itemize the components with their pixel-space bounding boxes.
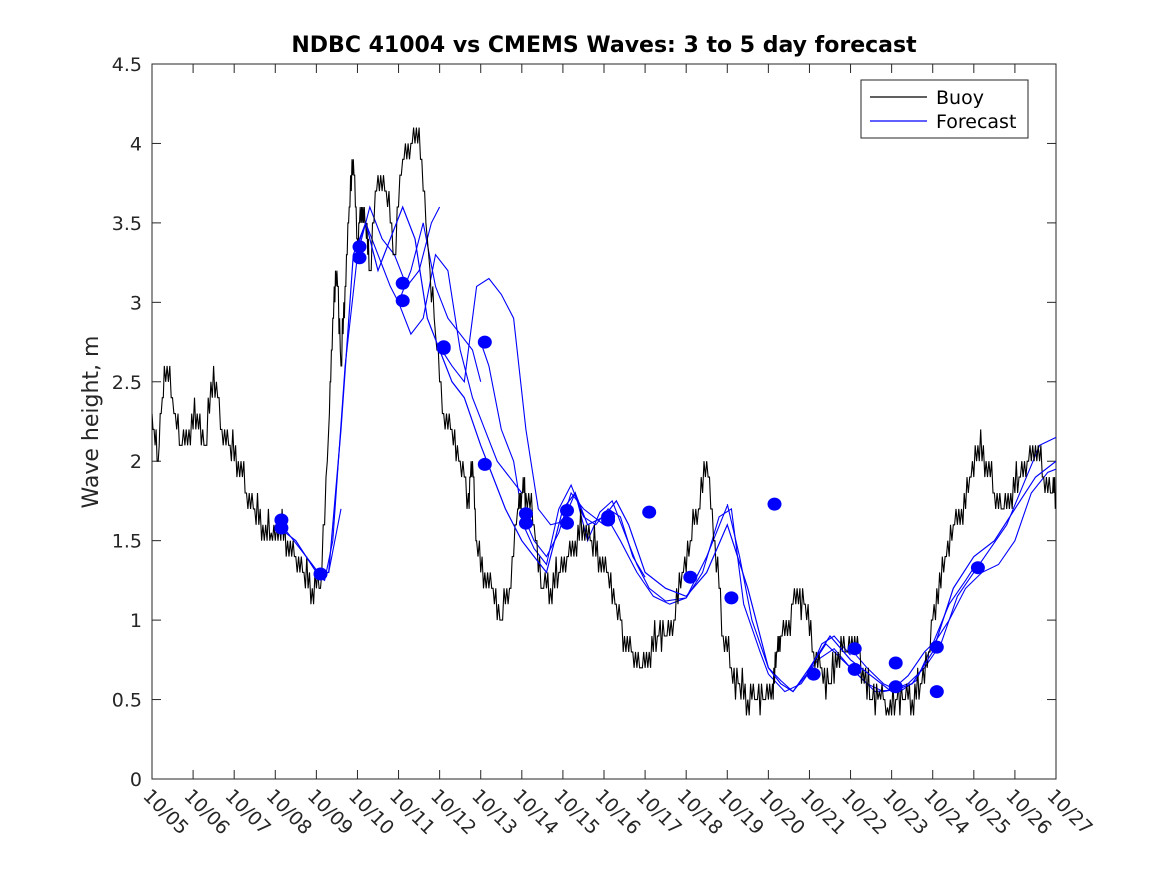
forecast-marker	[888, 656, 903, 670]
x-tick-label: 10/18	[673, 785, 727, 839]
x-tick-label: 10/13	[467, 785, 521, 839]
x-tick-label: 10/22	[837, 785, 891, 839]
forecast-run-line	[356, 221, 482, 382]
y-tick-label: 4.5	[112, 54, 142, 76]
forecast-marker	[601, 513, 616, 527]
legend-forecast-label: Forecast	[936, 111, 1016, 133]
x-tick-label: 10/07	[221, 785, 275, 839]
forecast-marker	[313, 567, 328, 581]
forecast-marker	[395, 294, 410, 308]
y-tick-label: 0	[130, 769, 142, 791]
x-tick-label: 10/17	[632, 785, 686, 839]
x-tick-label: 10/14	[508, 785, 562, 839]
forecast-run-line	[439, 277, 564, 526]
forecast-marker	[724, 591, 739, 605]
forecast-marker	[642, 505, 657, 519]
forecast-marker	[352, 251, 367, 265]
x-tick-label: 10/10	[344, 785, 398, 839]
y-tick-label: 3	[130, 292, 142, 314]
forecast-marker	[929, 640, 944, 654]
x-tick-label: 10/20	[755, 785, 809, 839]
forecast-run-line	[480, 341, 605, 558]
forecast-line	[274, 205, 1056, 693]
forecast-run-line	[767, 647, 892, 693]
forecast-marker	[274, 521, 289, 535]
x-tick-label: 10/08	[262, 785, 316, 839]
forecast-marker	[560, 516, 574, 530]
legend-buoy-label: Buoy	[936, 87, 984, 109]
forecast-marker	[929, 685, 944, 699]
forecast-marker	[847, 662, 862, 676]
forecast-marker	[806, 667, 821, 681]
chart-title: NDBC 41004 vs CMEMS Waves: 3 to 5 day fo…	[291, 33, 917, 58]
buoy-line	[152, 127, 1056, 716]
y-tick-label: 0.5	[112, 690, 142, 712]
forecast-marker	[518, 507, 533, 521]
forecast-marker	[888, 680, 903, 694]
forecast-run-line	[603, 507, 769, 675]
forecast-marker	[683, 570, 698, 584]
forecast-marker	[352, 240, 367, 254]
forecast-run-line	[850, 567, 975, 693]
forecast-marker	[395, 276, 410, 290]
x-tick-label: 10/25	[960, 785, 1014, 839]
forecast-marker	[970, 561, 985, 575]
x-tick-label: 10/27	[1042, 785, 1096, 839]
y-tick-label: 2.5	[112, 372, 142, 394]
forecast-marker	[436, 341, 451, 355]
x-tick-label: 10/05	[138, 785, 192, 839]
series-layer	[152, 127, 1056, 716]
x-tick-label: 10/24	[919, 785, 973, 839]
y-tick-label: 2	[130, 451, 142, 473]
forecast-marker	[767, 497, 782, 511]
y-tick-label: 4	[130, 133, 142, 155]
forecast-run-line	[397, 253, 523, 494]
x-tick-label: 10/12	[426, 785, 480, 839]
x-tick-label: 10/19	[714, 785, 768, 839]
forecast-marker	[847, 642, 862, 656]
forecast-marker	[477, 335, 492, 349]
x-tick-label: 10/15	[549, 785, 603, 839]
x-tick-label: 10/26	[1001, 785, 1055, 839]
x-tick-label: 10/23	[878, 785, 932, 839]
legend: Buoy Forecast	[860, 79, 1029, 139]
y-tick-label: 3.5	[112, 213, 142, 235]
forecast-run-line	[809, 643, 934, 693]
x-tick-label: 10/21	[796, 785, 850, 839]
forecast-run-line	[316, 205, 441, 582]
x-tick-label: 10/16	[590, 785, 644, 839]
plot-area: 0 0.5 1 1.5 2 2.5 3 3.5 4 4.5 10/0510/0610/0710/08…	[112, 54, 1097, 839]
forecast-marker	[477, 457, 492, 471]
x-tick-label: 10/06	[180, 785, 234, 839]
x-tick-label: 10/09	[303, 785, 357, 839]
x-tick-label: 10/11	[385, 785, 439, 839]
forecast-marker	[560, 504, 574, 517]
forecast-run-line	[932, 468, 1056, 646]
forecast-marker	[518, 516, 533, 530]
y-tick-label: 1.5	[112, 531, 142, 553]
forecast-run-line	[521, 483, 646, 578]
legend-box	[860, 79, 1029, 139]
y-tick-label: 1	[130, 610, 142, 632]
y-axis-label: Wave height, m	[79, 336, 104, 509]
